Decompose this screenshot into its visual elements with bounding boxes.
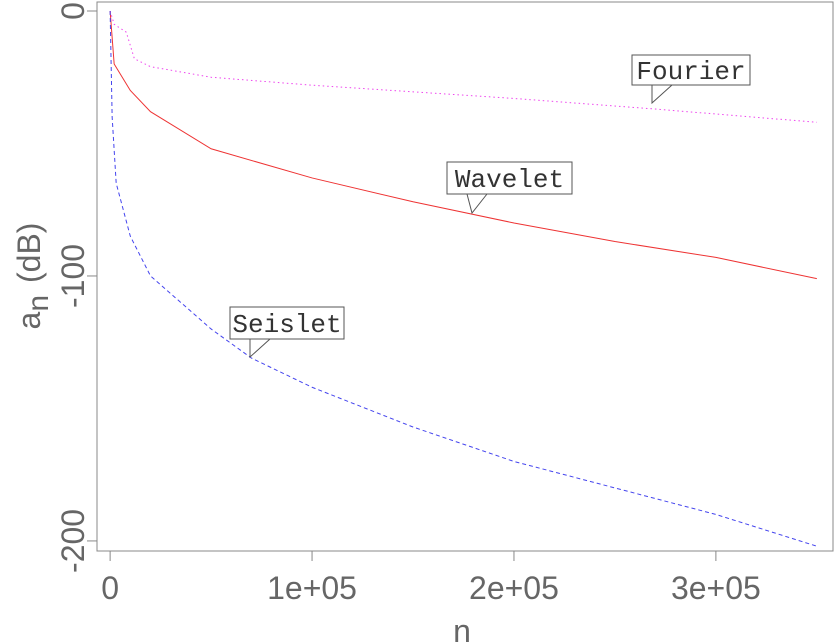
annotation-box (229, 306, 345, 340)
line-2 (109, 10, 817, 547)
y-label-base: a (11, 311, 47, 329)
series-label: Wavelet (455, 165, 564, 195)
line-1 (109, 10, 817, 280)
x-axis-label: n (453, 613, 471, 643)
y-axis-label: an (dB) (11, 223, 55, 330)
annotation-pointer (249, 338, 271, 359)
x-tick-label: 1e+05 (267, 570, 357, 606)
y-tick-label: -100 (55, 244, 91, 308)
y-tick-label: 0 (55, 2, 91, 20)
y-label-sub: n (22, 295, 55, 312)
x-tick-label: 3e+05 (671, 570, 761, 606)
line-0 (109, 10, 817, 123)
annotation-box (631, 54, 751, 86)
y-tick-label: -200 (55, 509, 91, 573)
series-label: Fourier (636, 57, 745, 87)
annotation-pointer (651, 84, 673, 105)
y-label-unit: (dB) (11, 223, 47, 283)
annotation-box (446, 161, 573, 195)
series-label: Seislet (232, 310, 341, 340)
annotation-pointer (466, 193, 488, 215)
plot-frame (96, 1, 834, 552)
x-tick-label: 0 (101, 570, 119, 606)
x-tick-label: 2e+05 (469, 570, 559, 606)
